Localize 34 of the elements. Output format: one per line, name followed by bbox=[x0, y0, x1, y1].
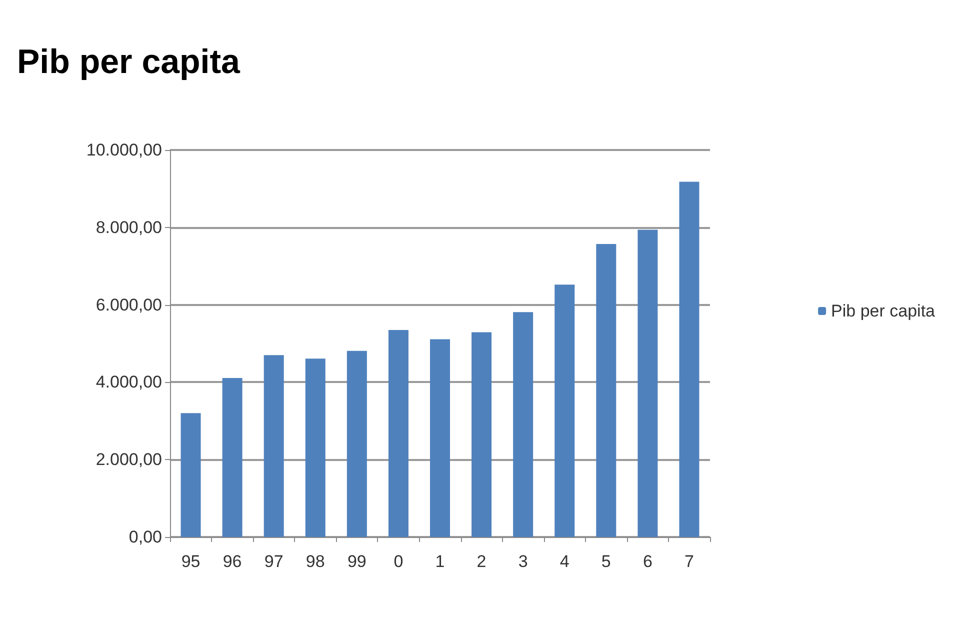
x-tick-label: 7 bbox=[684, 552, 694, 571]
bar bbox=[596, 244, 616, 537]
x-tick-label: 96 bbox=[222, 552, 242, 571]
y-tick-label: 2.000,00 bbox=[96, 450, 162, 470]
x-tick-label: 6 bbox=[642, 552, 652, 571]
legend-label: Pib per capita bbox=[831, 302, 936, 320]
chart-title: Pib per capita bbox=[17, 43, 242, 81]
y-tick-label: 10.000,00 bbox=[86, 140, 162, 160]
x-tick-label: 98 bbox=[306, 552, 325, 571]
x-tick-label: 1 bbox=[435, 552, 445, 571]
bar bbox=[679, 182, 700, 537]
x-tick-label: 95 bbox=[181, 552, 200, 571]
x-tick-label: 0 bbox=[394, 552, 404, 571]
x-tick-label: 99 bbox=[347, 552, 366, 571]
x-tick-label: 4 bbox=[560, 552, 570, 571]
y-tick-label: 8.000,00 bbox=[96, 218, 162, 237]
bar bbox=[305, 358, 326, 537]
x-tick-label: 2 bbox=[476, 552, 486, 571]
bar bbox=[430, 339, 450, 537]
bar bbox=[180, 413, 201, 537]
y-tick-label: 6.000,00 bbox=[96, 295, 162, 314]
bar bbox=[638, 230, 658, 537]
x-tick-label: 97 bbox=[264, 552, 284, 571]
y-tick-label: 0,00 bbox=[128, 528, 162, 546]
y-tick-label: 4.000,00 bbox=[96, 372, 162, 392]
bar bbox=[222, 378, 242, 537]
x-tick-label: 3 bbox=[518, 552, 528, 571]
bar bbox=[346, 350, 367, 537]
bar bbox=[513, 312, 534, 537]
x-tick-label: 5 bbox=[601, 552, 611, 571]
bar bbox=[388, 330, 408, 537]
bar bbox=[554, 284, 575, 537]
bar bbox=[264, 355, 284, 537]
bar bbox=[472, 332, 492, 537]
